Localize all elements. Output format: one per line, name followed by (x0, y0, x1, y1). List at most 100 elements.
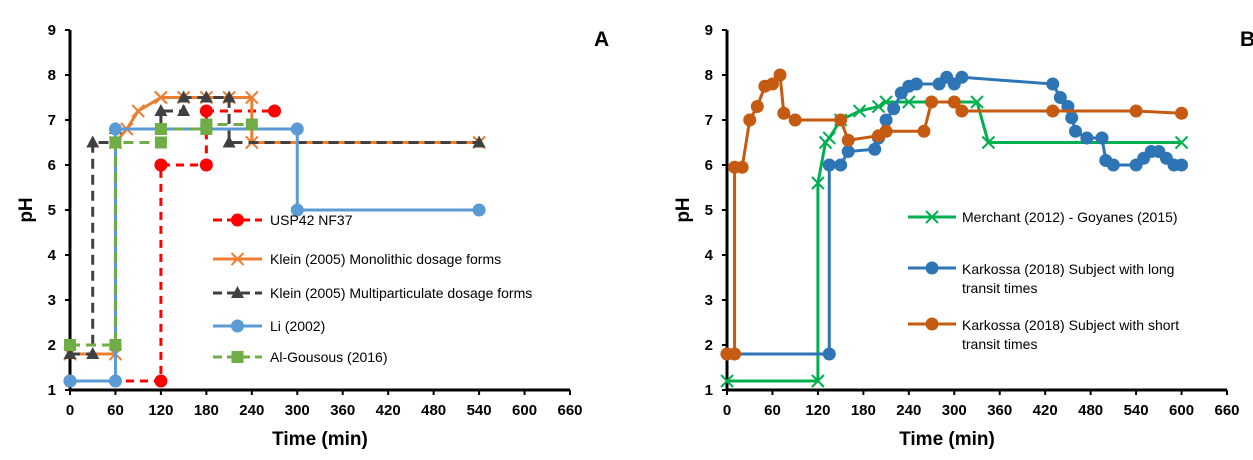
panel-b-series-0-point (720, 374, 734, 388)
panel-a-xtick-label: 600 (512, 402, 537, 419)
panel-a: 1 2 3 4 5 6 7 8 9 0 60 120 180 240 300 360 420 480 540 600 6… (16, 22, 583, 450)
panel-a-xtick-label: 120 (148, 402, 173, 419)
panel-a-series-2-point (154, 104, 168, 116)
panel-a-xtick-label: 180 (194, 402, 219, 419)
legend-a: USP42 NF37 Klein (2005) Monolithic dosage… (213, 212, 532, 365)
panel-a-series-3-point (290, 122, 304, 136)
panel-b-series-2 (720, 68, 1189, 361)
legend-a-marker-3 (231, 319, 244, 333)
panel-b-series-0-point (871, 99, 886, 114)
legend-a-label-0: USP42 NF37 (270, 212, 353, 228)
panel-b-ytick-label: 3 (705, 292, 713, 309)
legend-a-label-4: Al-Gousous (2016) (270, 349, 388, 365)
panel-b-series-1 (720, 70, 1189, 361)
panel-b-series-2-point (955, 104, 969, 118)
panel-a-series-0-point (268, 104, 282, 118)
panel-b-series-2-point (773, 68, 787, 82)
panel-a-series-2-point (177, 90, 191, 103)
panel-a-series-0-point (154, 158, 168, 172)
panel-a-series-2-point (222, 90, 236, 103)
panel-b-ytick-label: 7 (705, 112, 713, 129)
panel-a-xtick-label: 420 (376, 402, 401, 419)
panel-b-xtick-label: 600 (1169, 402, 1194, 419)
panel-b-series-2-point (765, 77, 779, 91)
panel-b-series-1-point (1053, 91, 1067, 104)
panel-b-xtick-label: 180 (851, 402, 876, 419)
panel-b-series-0-point (822, 131, 836, 145)
panel-a-xtick-label: 60 (107, 402, 124, 419)
panel-b-series-2-point (1129, 104, 1143, 118)
panel-b-series-1-point (1065, 111, 1079, 125)
legend-a-label-2: Klein (2005) Multiparticulate dosage for… (270, 285, 532, 301)
panel-b-series-2-point (925, 95, 939, 109)
panel-b-series-0-point (1174, 135, 1189, 150)
panel-a-series-0-point (199, 104, 213, 118)
panel-b-series-2-point (1046, 104, 1060, 118)
panel-b-series-2-point (743, 113, 757, 127)
panel-b-series-1-point (1068, 124, 1082, 138)
legend-a-label-3: Li (2002) (270, 318, 325, 334)
panel-b-ytick-label: 6 (705, 157, 713, 174)
panel-b-series-0-point (811, 176, 825, 190)
panel-a-series-4-point (109, 136, 122, 149)
panel-a-series-1-point (131, 104, 145, 118)
legend-a-marker-2 (231, 286, 244, 298)
panel-a-series-4-point (109, 339, 122, 351)
panel-b-xtick-label: 360 (987, 402, 1012, 419)
panel-a-xtick-label: 540 (467, 402, 492, 419)
panel-a-series-2-point (63, 347, 77, 359)
legend-b-label-1b: transit times (962, 280, 1037, 296)
panel-a-ytick-label: 8 (48, 67, 56, 84)
panel-b-series-1-point (841, 145, 855, 158)
panel-a-series-2-point (86, 135, 100, 148)
legend-a-label-1: Klein (2005) Monolithic dosage forms (270, 251, 501, 267)
panel-b-series-2-point (917, 124, 931, 138)
panel-a-xtick-label: 480 (421, 402, 446, 419)
panel-a-ytick-label: 2 (48, 337, 56, 354)
panel-a-series-1-point (245, 90, 259, 105)
panel-a-series-0-point (199, 158, 213, 172)
legend-b-marker-0 (925, 210, 939, 224)
panel-a-ytick-label: 3 (48, 292, 56, 309)
panel-a-series-2-point (199, 90, 213, 103)
panel-b-series-2-point (841, 133, 855, 147)
panel-b-ytick-label: 1 (705, 382, 713, 399)
panel-b-x-axis-label: Time (min) (899, 429, 995, 450)
panel-a-tag: A (594, 28, 609, 51)
legend-a-marker-0 (231, 213, 244, 227)
panel-a-xtick-label: 0 (66, 402, 74, 419)
legend-b-label-2b: transit times (962, 336, 1037, 352)
panel-b-ytick-label: 2 (705, 337, 713, 354)
panel-b-xtick-label: 120 (805, 402, 830, 419)
panel-a-ytick-label: 7 (48, 112, 56, 129)
panel-a-series-0-point (154, 374, 168, 388)
panel-a-series-4 (64, 118, 258, 351)
panel-b-series-0 (720, 95, 1189, 388)
panel-a-series-2-point (86, 347, 100, 359)
panel-b: 1 2 3 4 5 6 7 8 9 0 60 120 180 240 300 360 420 480 540 600 6… (673, 22, 1240, 450)
panel-b-ytick-label: 4 (705, 247, 714, 264)
panel-a-series-4-point (64, 339, 76, 351)
panel-a-ytick-label: 1 (48, 382, 56, 399)
panel-a-series-3-point (290, 203, 304, 217)
legend-b: Merchant (2012) - Goyanes (2015) Karkoss… (908, 209, 1179, 352)
panel-b-series-0-point (970, 95, 984, 109)
panel-a-series-0-line (70, 109, 275, 383)
panel-a-xtick-label: 240 (239, 402, 264, 419)
panel-a-ytick-label: 9 (48, 22, 56, 39)
legend-b-label-1a: Karkossa (2018) Subject with long (962, 261, 1174, 277)
panel-a-xtick-label: 300 (285, 402, 310, 419)
panel-a-series-2-point (177, 104, 191, 116)
panel-b-series-2-point (947, 95, 961, 109)
panel-b-series-0-point (981, 135, 996, 150)
panel-b-ytick-label: 8 (705, 67, 713, 84)
panel-b-xtick-label: 540 (1124, 402, 1149, 419)
legend-b-label-2a: Karkossa (2018) Subject with short (962, 317, 1179, 333)
panel-b-xtick-label: 240 (896, 402, 921, 419)
legend-b-label-0: Merchant (2012) - Goyanes (2015) (962, 209, 1178, 225)
panel-b-series-1-point (1046, 77, 1060, 91)
legend-a-marker-4 (231, 351, 244, 363)
panel-b-series-2-point (728, 347, 742, 361)
panel-b-series-1-point (1080, 131, 1094, 145)
